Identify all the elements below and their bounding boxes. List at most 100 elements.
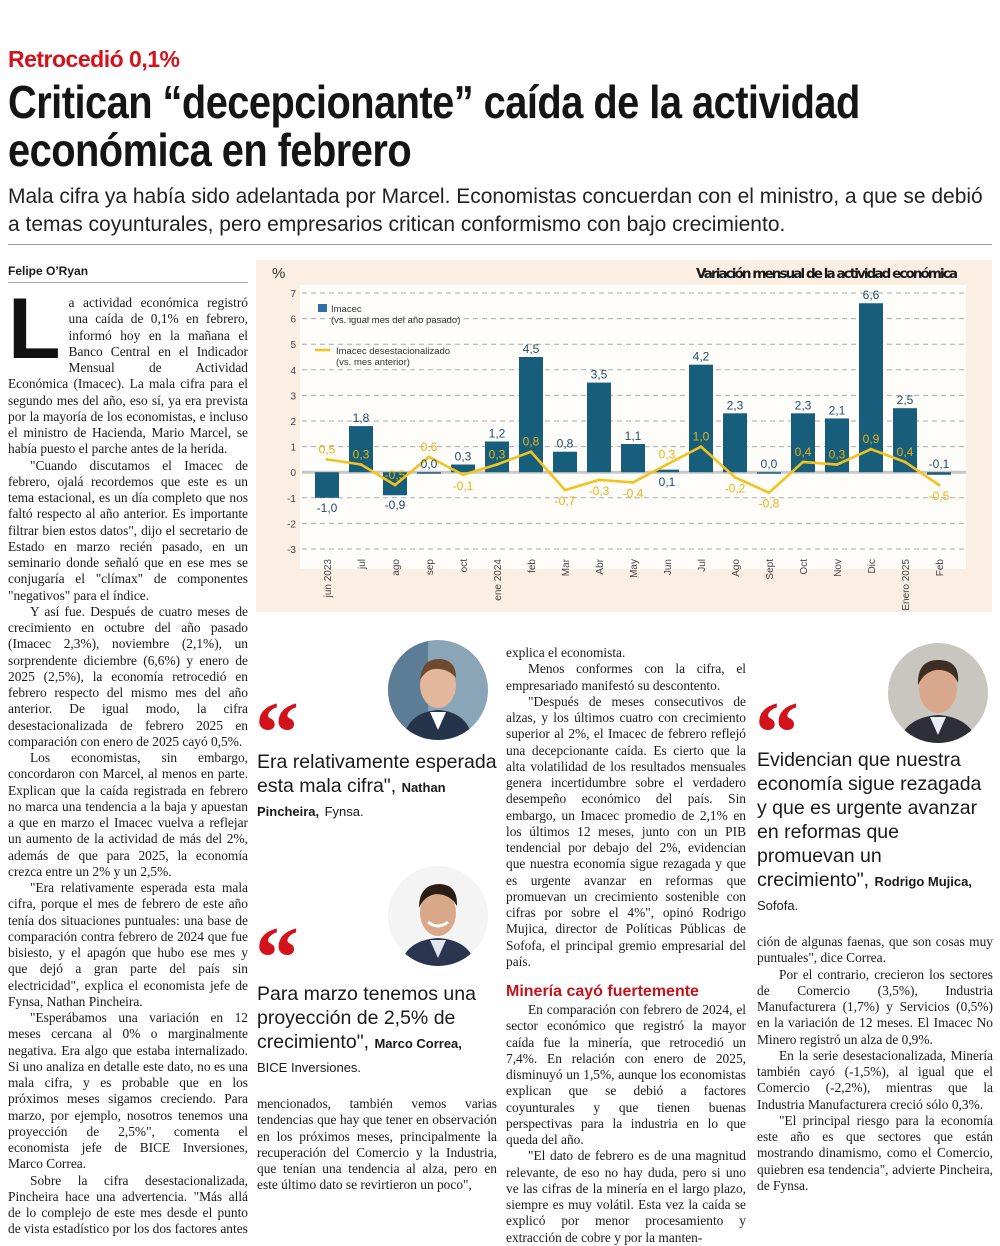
line-data-label: 0,9: [863, 432, 880, 446]
y-tick-label: -1: [287, 494, 296, 505]
quote-mark-icon: “: [255, 910, 299, 1007]
plot-area: [300, 285, 966, 569]
chart: 7 6 5 4 3 2 1 0 -1 -2 -3% Variación mensual de la a…: [272, 265, 966, 611]
line-data-label: -0,1: [453, 479, 474, 493]
paragraph: "Cuando discutamos el Imacec de febrero,…: [8, 457, 248, 603]
x-tick-label: Feb: [935, 559, 946, 577]
line-data-label: 0,3: [489, 448, 506, 462]
quote-org: Fynsa.: [324, 804, 364, 819]
bar-imacec: [757, 472, 781, 474]
quote-mark-icon: “: [255, 685, 299, 782]
quote-org: BICE Inversiones.: [257, 1060, 362, 1075]
line-data-label: 0,4: [897, 445, 914, 459]
x-tick-label: Nov: [833, 559, 844, 577]
kicker: Retrocedió 0,1%: [8, 46, 180, 72]
line-point: [937, 483, 941, 487]
line-data-label: -0,5: [385, 468, 406, 482]
bar-data-label: 1,8: [353, 411, 370, 425]
paragraph: En la serie desestacionalizada, Minería …: [757, 1047, 993, 1112]
bar-data-label: 2,3: [795, 398, 812, 412]
x-tick-label: Sept: [765, 559, 776, 580]
legend-note: (vs. mes anterior): [336, 357, 410, 368]
quote-author: Rodrigo Mujica,: [874, 874, 972, 889]
bar-data-label: -0,1: [929, 457, 950, 471]
bar-imacec: [859, 303, 883, 473]
line-point: [665, 463, 669, 467]
line-data-label: -0,3: [589, 484, 610, 498]
x-tick-label: jul: [357, 559, 368, 570]
line-point: [767, 491, 771, 495]
y-tick-label: 4: [290, 366, 296, 377]
headline-line: Critican “decepcionante” caída de la act…: [8, 76, 860, 128]
y-tick-label: 3: [290, 391, 296, 402]
bar-imacec: [417, 472, 441, 474]
paragraph: "Esperábamos una variación en 12 meses c…: [8, 1010, 248, 1172]
x-tick-label: Jul: [697, 559, 708, 572]
bar-imacec: [723, 413, 747, 473]
x-tick-label: oct: [459, 559, 470, 573]
y-tick-label: 7: [290, 289, 296, 300]
line-point: [631, 480, 635, 484]
avatar-rodrigo-mujica: [888, 643, 988, 743]
article-column-3-continued: En comparación con febrero de 2024, el s…: [506, 1002, 746, 1246]
line-point: [529, 450, 533, 454]
y-tick-label: 2: [290, 417, 296, 428]
y-tick-label: -2: [287, 519, 296, 530]
line-point: [597, 478, 601, 482]
bar-data-label: 4,2: [693, 350, 710, 364]
bar-data-label: 2,3: [727, 398, 744, 412]
x-tick-label: Abr: [595, 558, 606, 574]
pull-quote: Era relativamente esperada esta mala cif…: [257, 751, 497, 819]
bar-data-label: -1,0: [317, 501, 338, 515]
line-point: [903, 460, 907, 464]
bar-data-label: 4,5: [523, 342, 540, 356]
bar-data-label: 2,5: [897, 393, 914, 407]
subheading: Minería cayó fuertemente: [506, 983, 699, 1000]
line-data-label: -0,5: [929, 489, 950, 503]
bar-imacec: [927, 472, 951, 475]
x-tick-label: jun 2023: [323, 559, 334, 599]
paragraph: explica el economista.: [506, 645, 626, 660]
bar-imacec: [621, 444, 645, 473]
legend-note: (vs. igual mes del año pasado): [331, 315, 460, 326]
quote-author: Nathan Pincheira,: [257, 780, 446, 819]
paragraph: "Después de meses consecutivos de alzas,…: [506, 693, 746, 969]
column-3: explica el economista. Menos conformes c…: [506, 645, 746, 1246]
paragraph: mencionados, también vemos varias tenden…: [257, 1096, 497, 1193]
bar-imacec: [689, 364, 713, 473]
paragraph: Menos conformes con la cifra, el empresa…: [506, 661, 746, 693]
y-tick-label: -3: [287, 545, 296, 556]
bar-data-label: -0,9: [385, 498, 406, 512]
bar-data-label: 1,2: [489, 426, 506, 440]
paragraph: Sobre la cifra desestacionalizada, Pinch…: [8, 1172, 248, 1237]
avatar-marco-correa: [388, 866, 488, 966]
line-point: [393, 483, 397, 487]
line-data-label: -0,7: [555, 494, 576, 508]
bar-data-label: 0,8: [557, 437, 574, 451]
x-tick-label: May: [629, 559, 640, 578]
paragraph: ción de algunas faenas, que son cosas mu…: [757, 934, 993, 966]
x-tick-label: ene 2024: [493, 559, 504, 601]
paragraph: Y así fue. Después de cuatro meses de cr…: [8, 603, 248, 749]
line-point: [733, 475, 737, 479]
line-data-label: 0,8: [523, 435, 540, 449]
paragraph: Los economistas, sin embargo, concordaro…: [8, 750, 248, 879]
quote-author: Marco Correa,: [374, 1036, 462, 1051]
y-axis-unit: %: [272, 265, 285, 282]
headline: Critican “decepcionante” caída de la act…: [8, 78, 960, 174]
line-data-label: -0,8: [759, 497, 780, 511]
x-tick-label: sep: [425, 559, 436, 576]
line-data-label: -0,2: [725, 481, 746, 495]
bar-data-label: 6,6: [863, 288, 880, 302]
article-column-2: mencionados, también vemos varias tenden…: [257, 1096, 497, 1194]
pull-quote: Para marzo tenemos una proyección de 2,5…: [257, 983, 476, 1075]
line-data-label: 0,4: [795, 445, 812, 459]
deck: Mala cifra ya había sido adelantada por …: [8, 185, 983, 236]
chart-panel: 7 6 5 4 3 2 1 0 -1 -2 -3% Variación mensual de la a…: [256, 260, 992, 612]
bar-imacec: [655, 469, 679, 473]
paragraph: Por el contrario, crecieron los sectores…: [757, 966, 993, 1047]
y-tick-label: 0: [290, 468, 296, 479]
bar-data-label: 0,0: [761, 457, 778, 471]
line-point: [325, 457, 329, 461]
